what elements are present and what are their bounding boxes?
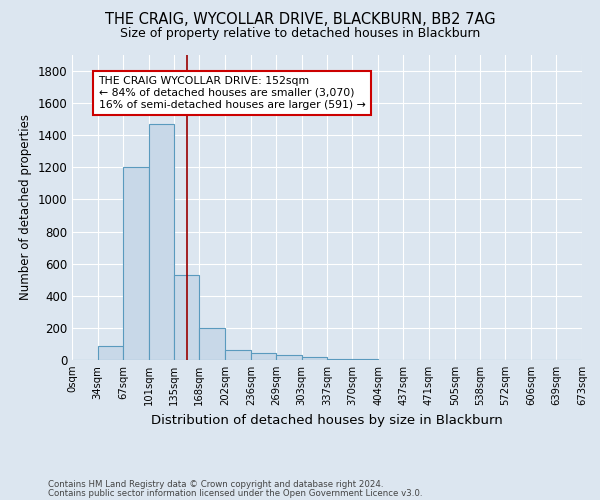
Bar xyxy=(302,357,328,360)
Bar xyxy=(352,359,378,360)
Bar xyxy=(149,124,175,360)
Text: THE CRAIG, WYCOLLAR DRIVE, BLACKBURN, BB2 7AG: THE CRAIG, WYCOLLAR DRIVE, BLACKBURN, BB… xyxy=(104,12,496,28)
Bar xyxy=(175,275,199,360)
Text: Size of property relative to detached houses in Blackburn: Size of property relative to detached ho… xyxy=(120,28,480,40)
Y-axis label: Number of detached properties: Number of detached properties xyxy=(19,114,32,300)
Text: THE CRAIG WYCOLLAR DRIVE: 152sqm
← 84% of detached houses are smaller (3,070)
16: THE CRAIG WYCOLLAR DRIVE: 152sqm ← 84% o… xyxy=(98,76,365,110)
Text: Contains public sector information licensed under the Open Government Licence v3: Contains public sector information licen… xyxy=(48,488,422,498)
X-axis label: Distribution of detached houses by size in Blackburn: Distribution of detached houses by size … xyxy=(151,414,503,426)
Bar xyxy=(123,168,149,360)
Text: Contains HM Land Registry data © Crown copyright and database right 2024.: Contains HM Land Registry data © Crown c… xyxy=(48,480,383,489)
Bar xyxy=(328,358,352,360)
Bar xyxy=(199,328,225,360)
Bar xyxy=(276,355,302,360)
Bar xyxy=(251,353,276,360)
Bar xyxy=(98,346,123,360)
Bar xyxy=(225,350,251,360)
